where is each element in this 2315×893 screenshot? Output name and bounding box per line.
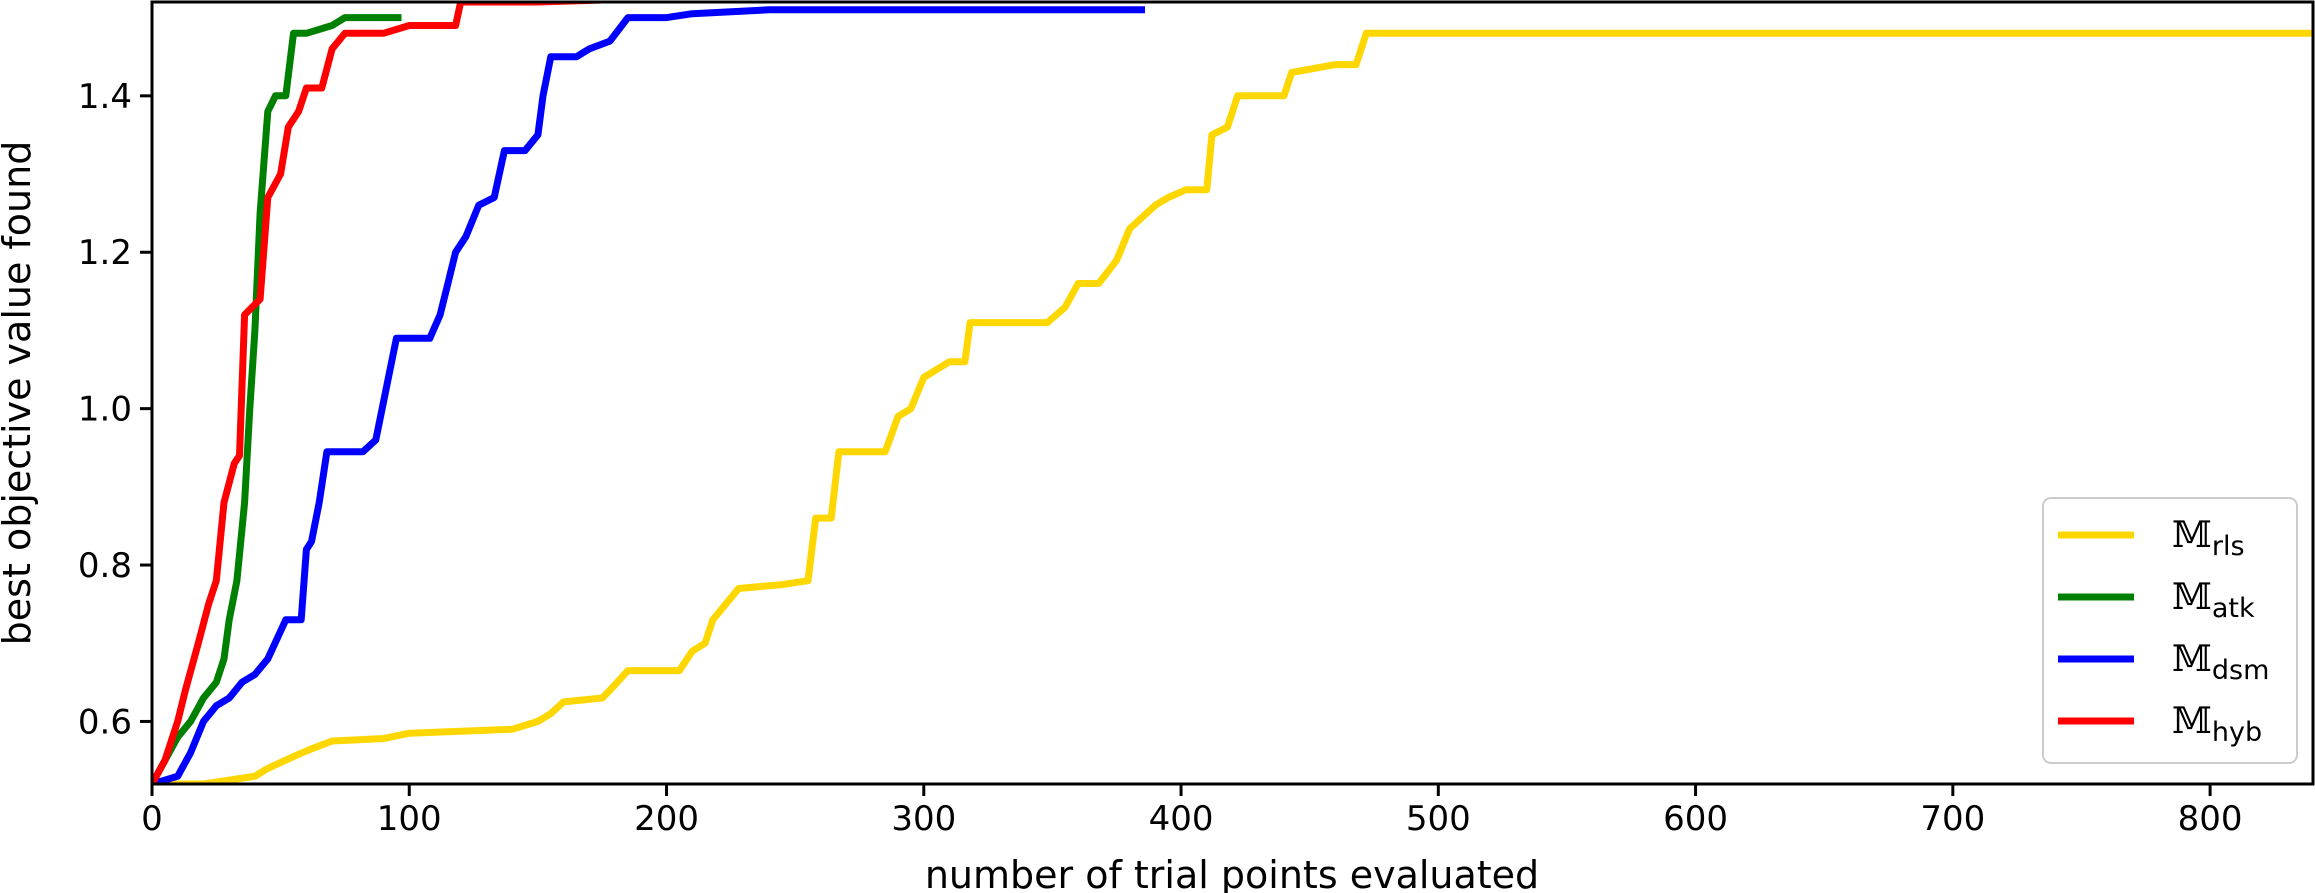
x-tick-label: 300	[891, 799, 956, 839]
x-tick-label: 600	[1663, 799, 1728, 839]
series-line-rls	[152, 29, 2313, 784]
y-tick-label: 0.8	[78, 546, 132, 586]
x-tick-label: 400	[1149, 799, 1214, 839]
x-tick-label: 800	[2178, 799, 2243, 839]
y-axis-label: best objective value found	[0, 141, 39, 646]
x-axis: 0 100 200 300 400 500 600 700 800	[141, 784, 2243, 839]
y-axis: 0.6 0.8 1.0 1.2 1.4	[78, 77, 152, 742]
legend-frame	[2042, 497, 2298, 764]
series-line-hyb	[152, 2, 654, 784]
plot-area-frame	[150, 0, 2315, 786]
x-tick-label: 0	[141, 799, 163, 839]
y-tick-label: 1.2	[78, 233, 132, 273]
x-tick-label: 100	[377, 799, 442, 839]
series-layer	[152, 2, 2313, 784]
series-line-atk	[152, 14, 402, 784]
x-axis-label: number of trial points evaluated	[925, 853, 1539, 893]
x-tick-label: 200	[634, 799, 699, 839]
x-tick-label: 700	[1920, 799, 1985, 839]
y-tick-label: 0.6	[78, 702, 132, 742]
y-tick-label: 1.0	[78, 390, 132, 430]
series-line-dsm	[152, 6, 1145, 784]
x-tick-label: 500	[1406, 799, 1471, 839]
y-tick-label: 1.4	[78, 77, 132, 117]
